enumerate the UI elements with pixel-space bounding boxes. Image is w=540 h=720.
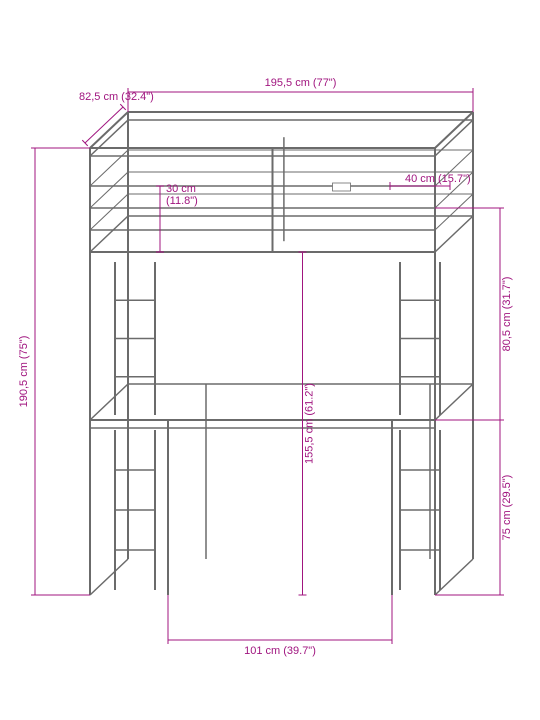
svg-text:75 cm (29.5"): 75 cm (29.5") (501, 475, 513, 541)
svg-text:40 cm (15.7"): 40 cm (15.7") (405, 173, 471, 185)
svg-text:155,5 cm (61.2"): 155,5 cm (61.2") (304, 383, 316, 464)
svg-text:30 cm: 30 cm (166, 183, 196, 195)
svg-text:82,5 cm (32.4"): 82,5 cm (32.4") (79, 91, 154, 103)
svg-text:101 cm (39.7"): 101 cm (39.7") (244, 645, 316, 657)
svg-text:(11.8"): (11.8") (166, 195, 198, 207)
svg-text:190,5 cm (75"): 190,5 cm (75") (18, 336, 30, 408)
svg-text:80,5 cm (31.7"): 80,5 cm (31.7") (501, 277, 513, 352)
svg-text:195,5 cm (77"): 195,5 cm (77") (265, 77, 337, 89)
